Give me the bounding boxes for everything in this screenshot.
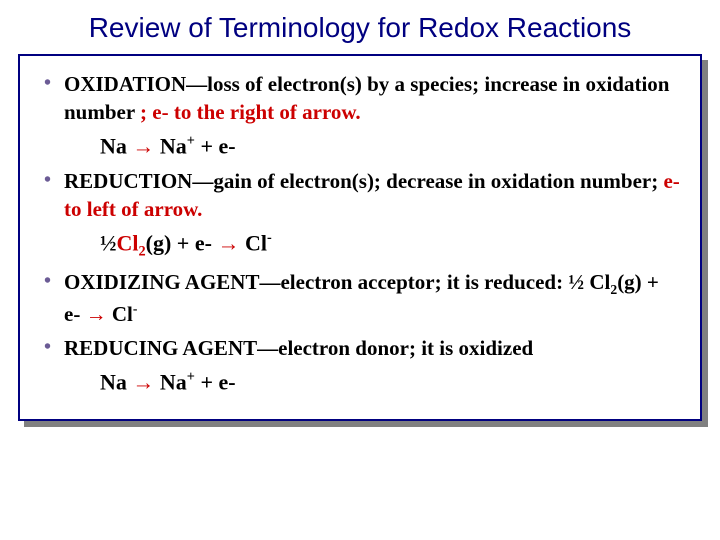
term-reducing-agent: REDUCING AGENT (64, 336, 257, 360)
term-oxidizing-agent: OXIDIZING AGENT (64, 270, 259, 294)
arrow-icon: → (132, 133, 154, 158)
eq-prod-sup: - (267, 230, 272, 246)
def-text: electron acceptor; it is reduced: ½ Cl (280, 270, 610, 294)
eq-rhs: Na (154, 369, 186, 394)
eq-g: (g) + e- (146, 230, 218, 255)
equation-reducing-agent: Na → Na+ + e- (40, 369, 680, 395)
content-wrapper: OXIDATION—loss of electron(s) by a speci… (18, 54, 702, 421)
content-box: OXIDATION—loss of electron(s) by a speci… (18, 54, 702, 421)
bullet-oxidizing-agent: OXIDIZING AGENT—electron acceptor; it is… (40, 268, 680, 328)
page-title: Review of Terminology for Redox Reaction… (0, 0, 720, 54)
dash: — (259, 270, 280, 294)
def-prod-sup: - (133, 301, 138, 316)
eq-sup: + (187, 369, 195, 385)
def-prod: Cl (107, 302, 133, 326)
equation-oxidation: Na → Na+ + e- (40, 133, 680, 159)
bullet-reducing-agent: REDUCING AGENT—electron donor; it is oxi… (40, 334, 680, 362)
def-text: electron donor; it is oxidized (278, 336, 533, 360)
arrow-icon: → (132, 369, 154, 394)
eq-tail: + e- (195, 133, 236, 158)
eq-sub: 2 (139, 243, 146, 259)
def-red: ; e- to the right of arrow. (140, 100, 361, 124)
arrow-icon: → (86, 302, 107, 326)
term-reduction: REDUCTION (64, 169, 192, 193)
eq-cl: Cl (117, 230, 139, 255)
eq-tail: + e- (195, 369, 236, 394)
eq-frac: ½ (100, 230, 117, 255)
eq-sup: + (187, 133, 195, 149)
eq-lhs: Na (100, 133, 132, 158)
eq-rhs: Na (154, 133, 186, 158)
def-text: gain of electron(s); decrease in oxidati… (213, 169, 663, 193)
bullet-reduction: REDUCTION—gain of electron(s); decrease … (40, 167, 680, 224)
arrow-icon: → (217, 230, 239, 255)
dash: — (186, 72, 207, 96)
term-oxidation: OXIDATION (64, 72, 186, 96)
equation-reduction: ½Cl2(g) + e- → Cl- (40, 230, 680, 261)
dash: — (192, 169, 213, 193)
eq-prod: Cl (239, 230, 267, 255)
eq-lhs: Na (100, 369, 132, 394)
dash: — (257, 336, 278, 360)
bullet-oxidation: OXIDATION—loss of electron(s) by a speci… (40, 70, 680, 127)
